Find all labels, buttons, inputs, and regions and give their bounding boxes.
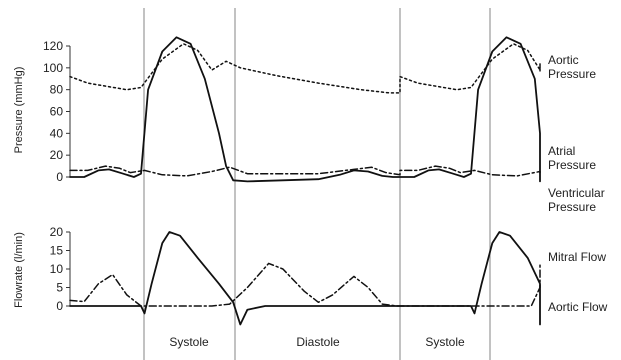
- series-atrial-pressure: [69, 165, 541, 177]
- series-aortic-pressure: [69, 43, 541, 94]
- label-aortic-pressure-line1: Aortic: [548, 53, 579, 67]
- flow-y-ticks: 0 5 10 15 20: [50, 225, 70, 313]
- label-aortic-pressure-line2: Pressure: [548, 67, 596, 81]
- phase-label-diastole: Diastole: [296, 335, 340, 349]
- pressure-y-tick-label-80: 80: [50, 83, 64, 97]
- label-aortic-flow: Aortic Flow: [548, 300, 608, 314]
- label-atrial-pressure-line1: Atrial: [548, 144, 575, 158]
- series-mitral-flow: [69, 262, 541, 307]
- flow-y-tick-label-15: 15: [50, 244, 64, 258]
- label-atrial-pressure-line2: Pressure: [548, 158, 596, 172]
- phase-dividers: [143, 8, 491, 360]
- pressure-y-tick-label-100: 100: [43, 61, 63, 75]
- pressure-y-label: Pressure (mmHg): [13, 67, 25, 154]
- label-mitral-flow: Mitral Flow: [548, 250, 606, 264]
- flow-y-tick-label-20: 20: [50, 225, 64, 239]
- flow-curves: [69, 231, 541, 326]
- pressure-y-tick-label-0: 0: [56, 170, 63, 184]
- pressure-y-tick-label-120: 120: [43, 39, 63, 53]
- label-ventricular-pressure-line1: Ventricular: [548, 186, 605, 200]
- pressure-curves: [69, 36, 541, 183]
- pressure-y-ticks: 0 20 40 60 80 100 120: [43, 39, 70, 184]
- phase-label-systole-1: Systole: [169, 335, 209, 349]
- flow-y-tick-label-0: 0: [56, 299, 63, 313]
- pressure-y-tick-label-60: 60: [50, 105, 64, 119]
- series-ventricular-pressure: [69, 36, 541, 183]
- pressure-y-tick-label-20: 20: [50, 148, 64, 162]
- flow-axes: 0 5 10 15 20 Flowrate (l/min): [13, 225, 71, 313]
- pressure-y-tick-label-40: 40: [50, 126, 64, 140]
- pressure-axes: 0 20 40 60 80 100 120 Pressure (mmHg): [13, 39, 71, 184]
- series-aortic-flow: [69, 231, 541, 326]
- flow-y-tick-label-5: 5: [56, 281, 63, 295]
- phase-label-systole-2: Systole: [425, 335, 465, 349]
- flow-y-tick-label-10: 10: [50, 262, 64, 276]
- flow-y-label: Flowrate (l/min): [13, 232, 25, 308]
- label-ventricular-pressure-line2: Pressure: [548, 200, 596, 214]
